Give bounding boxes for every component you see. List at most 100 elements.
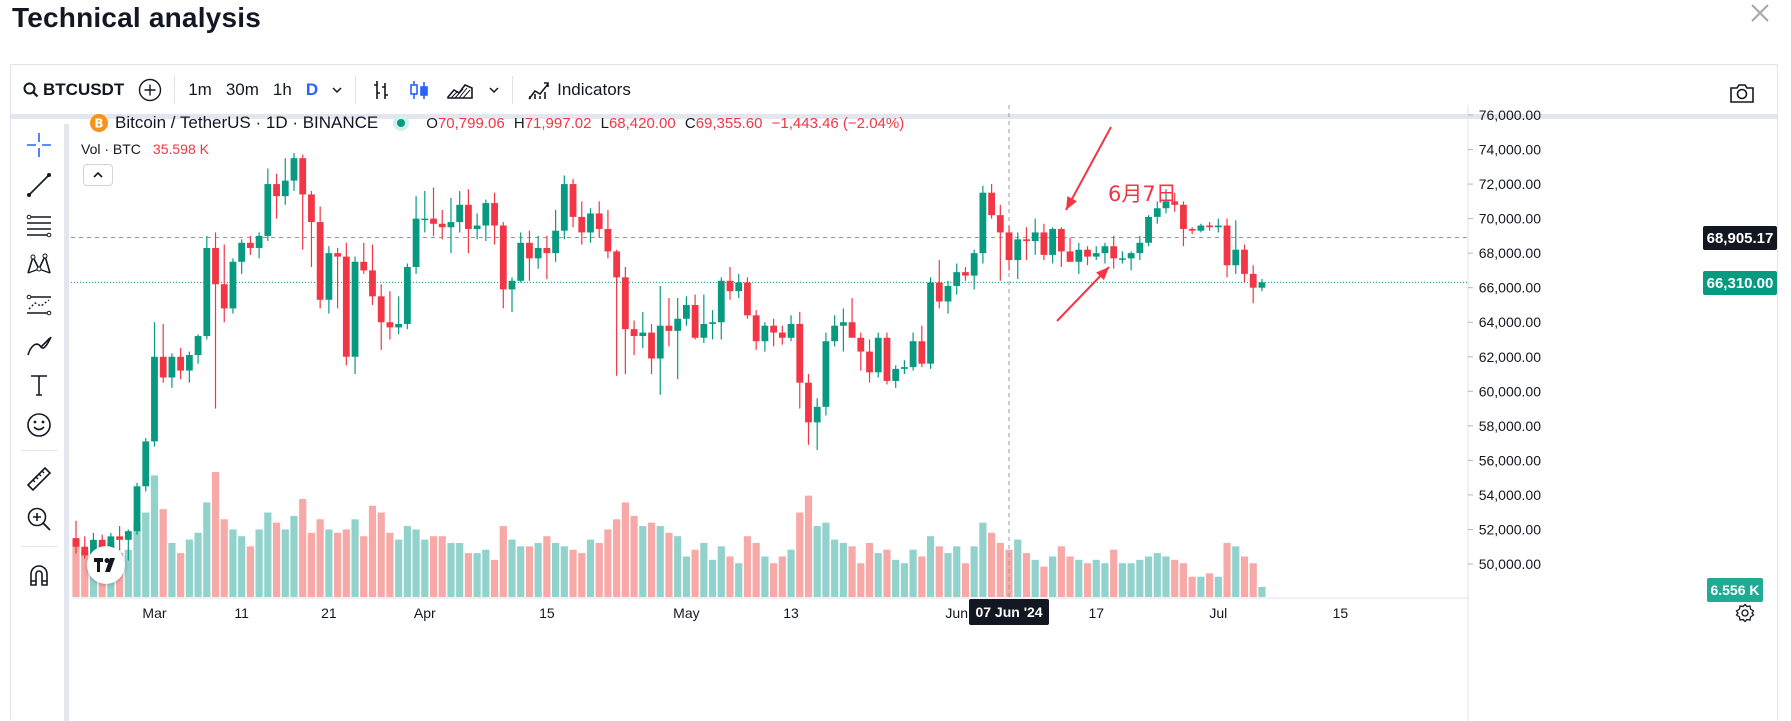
volume-bar — [456, 542, 464, 597]
crosshair-tool[interactable] — [22, 128, 56, 162]
candle-body — [595, 213, 603, 229]
volume-bar — [900, 563, 908, 597]
svg-text:B: B — [94, 117, 103, 131]
candle-body — [1005, 232, 1013, 261]
volume-legend: Vol · BTC 35.598 K — [81, 141, 209, 157]
candle-body — [630, 329, 638, 337]
candle-body — [412, 218, 420, 267]
volume-bar — [595, 542, 603, 597]
y-tick-label: 70,000.00 — [1479, 211, 1541, 227]
text-tool[interactable] — [22, 368, 56, 402]
candle-body — [639, 332, 647, 337]
volume-bar — [953, 546, 961, 597]
candle-body — [1258, 282, 1266, 288]
tradingview-logo[interactable] — [87, 546, 125, 584]
plus-circle-icon — [139, 78, 162, 101]
volume-bar — [586, 539, 595, 597]
fib-retracement-tool[interactable] — [22, 208, 56, 242]
candle-body — [1145, 216, 1152, 243]
y-tick-label: 76,000.00 — [1479, 107, 1541, 123]
volume-bar — [1240, 556, 1249, 597]
interval-30m[interactable]: 30m — [225, 79, 259, 99]
volume-bar — [168, 542, 176, 597]
compare-symbol-button[interactable] — [132, 72, 168, 108]
volume-bar — [177, 553, 185, 597]
bitcoin-logo-icon: B — [90, 114, 108, 132]
candle-body — [133, 486, 141, 532]
candle-body — [438, 223, 446, 228]
bar-style-button[interactable] — [362, 72, 400, 108]
candle-body — [1040, 232, 1048, 255]
candle-body — [744, 282, 751, 316]
trend-line-tool[interactable] — [22, 168, 56, 202]
forecast-tool[interactable] — [22, 288, 56, 322]
candle-body — [770, 325, 777, 333]
interval-1h[interactable]: 1h — [272, 79, 292, 99]
area-chart-icon — [447, 83, 473, 99]
magnet-tool[interactable] — [22, 558, 56, 592]
y-tick-label: 74,000.00 — [1479, 142, 1541, 158]
y-tick-label: 68,000.00 — [1479, 245, 1541, 261]
candle-body — [613, 251, 621, 278]
volume-bar — [569, 549, 577, 597]
indicators-button[interactable]: Indicators — [519, 72, 639, 108]
interval-1d[interactable]: D — [305, 79, 319, 99]
candle-body — [674, 318, 682, 331]
volume-bar — [264, 512, 272, 597]
volume-bar — [874, 553, 882, 597]
candle-body — [848, 322, 856, 338]
candle-body — [874, 337, 882, 373]
candle-body — [124, 531, 132, 540]
volume-bar — [708, 559, 717, 597]
price-chart[interactable]: 76,000.00 74,000.00 72,000.00 70,000.00 68,0… — [11, 65, 1778, 721]
volume-bar — [717, 546, 725, 597]
volume-bar — [604, 529, 612, 597]
volume-bar — [804, 495, 813, 597]
volume-bar — [822, 522, 830, 597]
volume-bar — [1171, 559, 1179, 597]
candle-body — [238, 242, 246, 262]
emoji-tool[interactable] — [22, 408, 56, 442]
volume-bar — [238, 536, 246, 597]
chevron-down-icon — [332, 86, 342, 93]
measure-tool[interactable] — [22, 462, 56, 496]
candle-body — [1023, 239, 1030, 242]
market-status-dot-icon — [393, 115, 410, 131]
volume-bar — [255, 529, 263, 597]
volume-label: Vol · BTC — [81, 141, 141, 157]
forecast-icon — [26, 294, 52, 316]
volume-bar — [142, 512, 150, 597]
text-icon — [31, 375, 47, 396]
settings-button[interactable] — [1735, 603, 1755, 628]
candle-body — [726, 280, 734, 292]
volume-bar — [743, 536, 752, 597]
zoom-tool[interactable] — [22, 502, 56, 536]
volume-bar — [621, 502, 629, 597]
volume-bar — [429, 536, 438, 597]
snapshot-button[interactable] — [1721, 75, 1763, 111]
volume-bar — [796, 512, 804, 597]
collapse-legend-button[interactable] — [83, 164, 113, 186]
x-tick-label: Jun — [945, 605, 968, 621]
interval-1m[interactable]: 1m — [188, 79, 212, 99]
symbol-legend: B Bitcoin / TetherUS · 1D · BINANCE O70,… — [89, 113, 904, 133]
pattern-tool[interactable] — [22, 248, 56, 282]
candle-body — [142, 441, 150, 487]
interval-dropdown[interactable] — [325, 72, 349, 108]
candles-style-button[interactable] — [400, 72, 438, 108]
close-icon[interactable] — [1743, 0, 1777, 34]
volume-bar — [1249, 563, 1257, 597]
volume-bar — [778, 556, 786, 597]
area-style-button[interactable] — [438, 72, 482, 108]
y-tick-label: 54,000.00 — [1479, 487, 1541, 503]
low-value: 68,420.00 — [608, 114, 676, 132]
chart-type-dropdown[interactable] — [482, 72, 506, 108]
candle-body — [1057, 228, 1065, 252]
candle-body — [1119, 258, 1126, 260]
candle-body — [752, 315, 760, 342]
volume-bar — [682, 556, 690, 597]
candle-body — [665, 325, 673, 331]
volume-bar — [831, 539, 839, 597]
symbol-search-button[interactable]: BTCUSDT — [11, 72, 132, 108]
brush-tool[interactable] — [22, 328, 56, 362]
